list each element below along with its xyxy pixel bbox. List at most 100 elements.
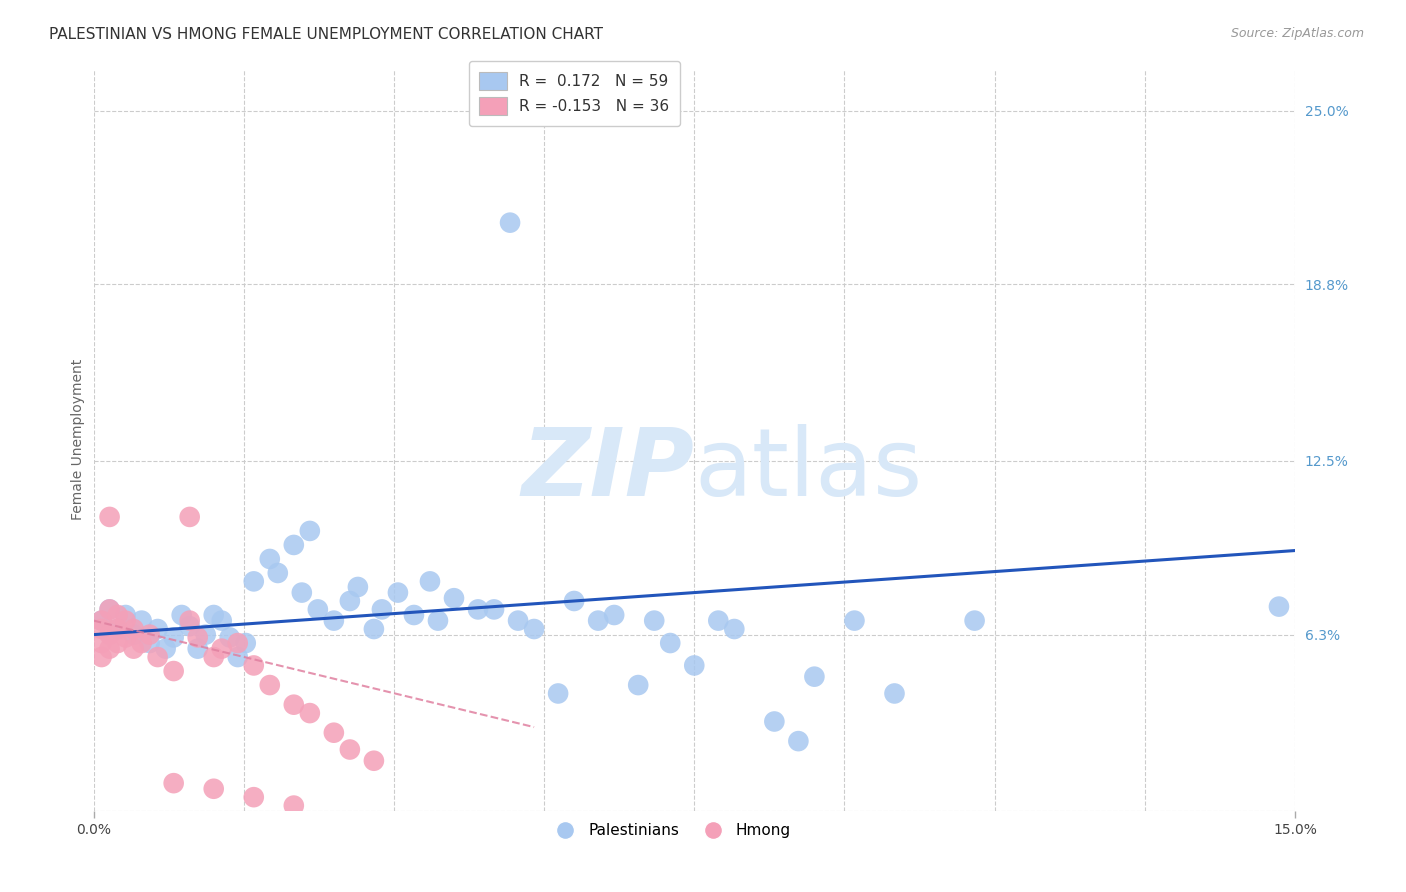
Point [482, 602, 505, 616]
Point [122, 622, 145, 636]
Legend: Palestinians, Hmong: Palestinians, Hmong [544, 817, 797, 845]
Point [114, 614, 136, 628]
Point [90, 650, 112, 665]
Point [683, 658, 706, 673]
Point [226, 650, 249, 665]
Point [723, 622, 745, 636]
Point [803, 670, 825, 684]
Point [138, 627, 160, 641]
Point [107, 636, 129, 650]
Text: PALESTINIAN VS HMONG FEMALE UNEMPLOYMENT CORRELATION CHART: PALESTINIAN VS HMONG FEMALE UNEMPLOYMENT… [49, 27, 603, 42]
Point [179, 614, 201, 628]
Point [298, 706, 321, 720]
Point [643, 614, 665, 628]
Point [339, 594, 361, 608]
Point [98, 602, 121, 616]
Point [163, 776, 186, 790]
Point [218, 631, 240, 645]
Point [298, 524, 321, 538]
Point [90, 622, 112, 636]
Point [194, 627, 217, 641]
Point [371, 602, 394, 616]
Point [787, 734, 810, 748]
Point [90, 614, 112, 628]
Point [122, 627, 145, 641]
Point [242, 790, 264, 805]
Point [603, 607, 626, 622]
Point [443, 591, 465, 606]
Point [163, 664, 186, 678]
Point [163, 631, 186, 645]
Point [267, 566, 290, 580]
Point [90, 636, 112, 650]
Point [307, 602, 329, 616]
Y-axis label: Female Unemployment: Female Unemployment [72, 359, 86, 520]
Point [562, 594, 585, 608]
Point [98, 641, 121, 656]
Point [259, 678, 281, 692]
Point [107, 607, 129, 622]
Point [883, 686, 905, 700]
Point [523, 622, 546, 636]
Point [363, 754, 385, 768]
Point [170, 607, 193, 622]
Point [202, 650, 225, 665]
Point [419, 574, 441, 589]
Point [202, 781, 225, 796]
Point [107, 622, 129, 636]
Point [659, 636, 682, 650]
Point [467, 602, 489, 616]
Point [347, 580, 370, 594]
Text: Source: ZipAtlas.com: Source: ZipAtlas.com [1230, 27, 1364, 40]
Point [259, 552, 281, 566]
Point [107, 622, 129, 636]
Point [627, 678, 650, 692]
Point [131, 614, 153, 628]
Point [283, 538, 305, 552]
Point [211, 641, 233, 656]
Point [283, 798, 305, 813]
Point [844, 614, 866, 628]
Point [242, 574, 264, 589]
Point [322, 725, 344, 739]
Point [98, 510, 121, 524]
Point [114, 631, 136, 645]
Point [363, 622, 385, 636]
Point [283, 698, 305, 712]
Point [211, 614, 233, 628]
Point [547, 686, 569, 700]
Point [242, 658, 264, 673]
Point [122, 641, 145, 656]
Point [427, 614, 450, 628]
Point [235, 636, 257, 650]
Text: ZIP: ZIP [522, 424, 695, 516]
Point [98, 602, 121, 616]
Point [114, 607, 136, 622]
Text: atlas: atlas [695, 424, 922, 516]
Point [402, 607, 425, 622]
Point [155, 641, 177, 656]
Point [131, 636, 153, 650]
Point [1268, 599, 1291, 614]
Point [187, 641, 209, 656]
Point [146, 650, 169, 665]
Point [226, 636, 249, 650]
Point [963, 614, 986, 628]
Point [506, 614, 529, 628]
Point [138, 636, 160, 650]
Point [146, 622, 169, 636]
Point [499, 216, 522, 230]
Point [187, 631, 209, 645]
Point [179, 619, 201, 633]
Point [339, 742, 361, 756]
Point [90, 614, 112, 628]
Point [707, 614, 730, 628]
Point [98, 627, 121, 641]
Point [387, 585, 409, 599]
Point [202, 607, 225, 622]
Point [291, 585, 314, 599]
Point [763, 714, 786, 729]
Point [322, 614, 344, 628]
Point [586, 614, 609, 628]
Point [179, 510, 201, 524]
